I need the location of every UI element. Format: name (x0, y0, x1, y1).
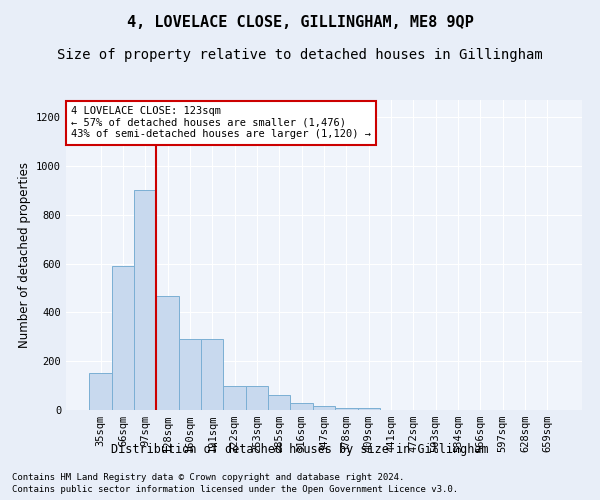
Text: Contains HM Land Registry data © Crown copyright and database right 2024.: Contains HM Land Registry data © Crown c… (12, 472, 404, 482)
Bar (358, 408, 380, 410)
Bar (268, 395, 290, 410)
Bar (335, 408, 358, 410)
Bar (246, 386, 268, 410)
Bar (89, 374, 112, 410)
Text: Contains public sector information licensed under the Open Government Licence v3: Contains public sector information licen… (12, 485, 458, 494)
Text: 4, LOVELACE CLOSE, GILLINGHAM, ME8 9QP: 4, LOVELACE CLOSE, GILLINGHAM, ME8 9QP (127, 15, 473, 30)
Bar (223, 386, 246, 410)
Text: Distribution of detached houses by size in Gillingham: Distribution of detached houses by size … (111, 442, 489, 456)
Bar (313, 406, 335, 410)
Text: Size of property relative to detached houses in Gillingham: Size of property relative to detached ho… (57, 48, 543, 62)
Bar (290, 402, 313, 410)
Bar (134, 190, 157, 410)
Y-axis label: Number of detached properties: Number of detached properties (17, 162, 31, 348)
Text: 4 LOVELACE CLOSE: 123sqm
← 57% of detached houses are smaller (1,476)
43% of sem: 4 LOVELACE CLOSE: 123sqm ← 57% of detach… (71, 106, 371, 140)
Bar (201, 339, 223, 410)
Bar (157, 296, 179, 410)
Bar (112, 266, 134, 410)
Bar (179, 339, 201, 410)
